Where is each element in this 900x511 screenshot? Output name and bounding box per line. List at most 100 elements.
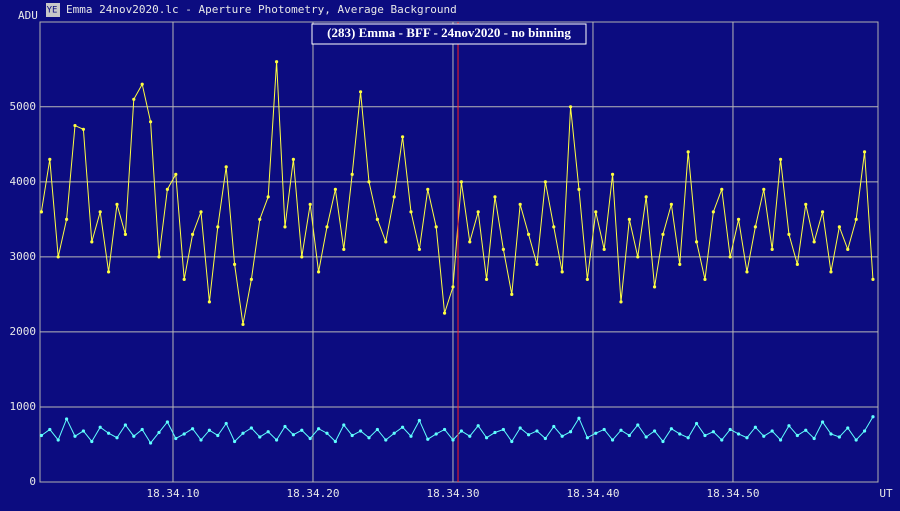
data-point: [694, 421, 699, 426]
data-point: [190, 232, 195, 236]
data-point: [804, 428, 808, 432]
data-point: [745, 436, 749, 440]
data-point: [829, 432, 833, 436]
data-point: [501, 247, 505, 251]
data-point: [90, 240, 94, 244]
data-point: [518, 202, 522, 206]
y-tick-label: 3000: [10, 250, 37, 263]
data-point: [216, 433, 220, 438]
data-point: [585, 277, 589, 281]
data-point: [476, 210, 480, 214]
data-point: [728, 255, 732, 259]
data-point: [812, 240, 816, 244]
data-point: [148, 120, 153, 124]
data-point: [182, 432, 186, 436]
data-point: [266, 195, 270, 199]
y-axis-label: ADU: [18, 9, 38, 22]
y-tick-label: 0: [29, 475, 36, 488]
plot-frame: [39, 21, 879, 483]
data-point: [703, 277, 707, 281]
data-point: [56, 255, 60, 259]
data-point: [342, 247, 346, 251]
window-title: Emma 24nov2020.lc - Aperture Photometry,…: [66, 3, 457, 16]
app-icon-glyph: YE: [47, 6, 58, 16]
data-point: [720, 438, 724, 442]
data-point: [409, 434, 413, 438]
data-point: [157, 255, 161, 259]
x-tick-label: 18.34.10: [147, 487, 200, 500]
data-point: [367, 180, 371, 184]
data-point: [258, 435, 262, 439]
data-point: [157, 430, 161, 435]
data-point: [417, 418, 421, 423]
data-point: [48, 157, 52, 161]
data-point: [434, 432, 438, 436]
data-point: [686, 436, 690, 440]
data-point: [535, 429, 539, 433]
data-point: [703, 433, 707, 438]
data-point: [207, 428, 211, 432]
data-point: [283, 225, 287, 229]
data-point: [753, 225, 757, 229]
data-point: [165, 420, 169, 424]
data-point: [459, 180, 463, 184]
app-icon[interactable]: [46, 3, 60, 17]
data-point: [367, 436, 371, 440]
data-point: [140, 82, 144, 86]
data-point: [48, 427, 52, 432]
data-point: [274, 60, 279, 64]
data-point: [476, 424, 480, 428]
data-point: [417, 247, 421, 251]
data-point: [661, 232, 665, 236]
data-point: [232, 439, 237, 444]
data-point: [678, 262, 682, 266]
data-point: [459, 429, 463, 433]
data-point: [283, 424, 287, 429]
data-point: [442, 311, 447, 315]
data-point: [216, 225, 220, 229]
data-point: [594, 210, 598, 214]
data-point: [106, 270, 111, 274]
data-point: [174, 436, 178, 441]
data-point: [770, 429, 774, 433]
data-point: [610, 438, 615, 442]
x-tick-label: 18.34.30: [426, 487, 479, 500]
data-point: [678, 432, 682, 436]
data-point: [795, 262, 799, 266]
data-point: [804, 202, 808, 206]
data-point: [426, 437, 430, 441]
data-point: [90, 439, 94, 444]
data-point: [350, 433, 354, 438]
data-point: [820, 420, 825, 424]
data-point: [846, 247, 850, 251]
data-point: [64, 217, 69, 221]
data-point: [602, 247, 606, 251]
data-point: [627, 433, 631, 438]
data-point: [636, 423, 640, 427]
data-point: [451, 285, 455, 289]
data-point: [854, 217, 858, 221]
data-point: [342, 423, 346, 427]
data-point: [560, 270, 564, 274]
data-point: [770, 247, 774, 251]
data-point: [846, 426, 850, 430]
x-tick-label: 18.34.20: [286, 487, 339, 500]
data-point: [762, 434, 766, 438]
data-point: [862, 429, 867, 433]
data-point: [392, 431, 396, 435]
data-point: [619, 300, 623, 304]
data-point: [325, 225, 329, 229]
y-tick-label: 5000: [10, 100, 37, 113]
data-point: [837, 435, 841, 439]
data-point: [39, 433, 43, 438]
data-point: [241, 322, 245, 327]
data-point: [762, 187, 766, 191]
data-point: [400, 425, 405, 429]
data-point: [174, 172, 178, 176]
data-point: [115, 436, 119, 440]
data-point: [266, 430, 270, 434]
data-point: [300, 428, 304, 432]
data-point: [736, 217, 741, 221]
